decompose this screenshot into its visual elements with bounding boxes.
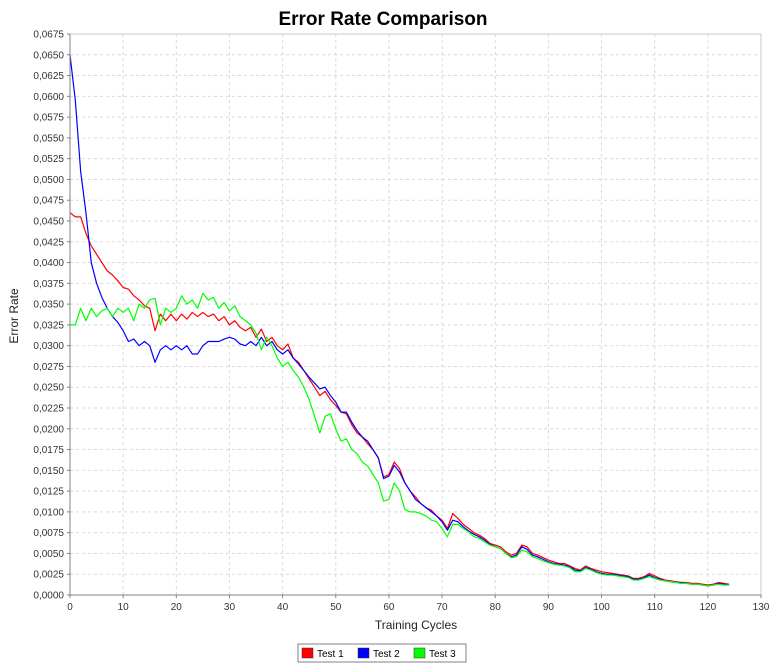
- axes: 0 10 20 30 40 50 60 70 80 90 100 110 120 130 0,0000 0,0…: [33, 30, 769, 614]
- y-tick-label: 0,0475: [33, 196, 64, 207]
- legend-swatch-test-2: [357, 647, 370, 659]
- x-tick-label: 120: [700, 602, 717, 613]
- x-tick-label: 20: [171, 602, 183, 613]
- y-tick-label: 0,0000: [33, 591, 64, 602]
- x-tick-label: 40: [277, 602, 289, 613]
- y-tick-label: 0,0450: [33, 217, 64, 228]
- grid-lines: [70, 33, 762, 595]
- y-tick-label: 0,0075: [33, 528, 64, 539]
- y-tick-label: 0,0300: [33, 341, 64, 352]
- plot-area: [69, 33, 762, 596]
- y-tick-label: 0,0600: [33, 92, 64, 103]
- y-tick-label: 0,0175: [33, 445, 64, 456]
- y-tick-label: 0,0650: [33, 50, 64, 61]
- legend: Test 1 Test 2 Test 3: [297, 643, 467, 663]
- x-tick-label: 10: [118, 602, 130, 613]
- series-line-test-1: [69, 212, 730, 586]
- legend-swatch-test-3: [413, 647, 426, 659]
- x-axis-label: Training Cycles: [375, 618, 457, 632]
- y-tick-label: 0,0275: [33, 362, 64, 373]
- x-tick-label: 70: [437, 602, 449, 613]
- x-tick-label: 0: [67, 602, 73, 613]
- y-tick-label: 0,0675: [33, 30, 64, 41]
- y-tick-label: 0,0225: [33, 404, 64, 415]
- x-tick-label: 50: [330, 602, 342, 613]
- series-lines: [69, 54, 730, 587]
- series-line-test-3: [70, 292, 730, 587]
- y-tick-label: 0,0150: [33, 466, 64, 477]
- series-line-test-2: [69, 54, 730, 587]
- y-tick-label: 0,0200: [33, 424, 64, 435]
- y-tick-label: 0,0350: [33, 300, 64, 311]
- x-tick-label: 30: [224, 602, 236, 613]
- y-tick-label: 0,0375: [33, 279, 64, 290]
- legend-label-test-3: Test 3: [429, 649, 456, 660]
- y-tick-label: 0,0400: [33, 258, 64, 269]
- y-tick-label: 0,0125: [33, 487, 64, 498]
- y-tick-label: 0,0500: [33, 175, 64, 186]
- y-tick-label: 0,0425: [33, 237, 64, 248]
- y-tick-label: 0,0250: [33, 383, 64, 394]
- x-tick-label: 110: [647, 602, 663, 613]
- legend-label-test-1: Test 1: [317, 649, 344, 660]
- y-axis-label: Error Rate: [7, 288, 21, 344]
- y-tick-label: 0,0325: [33, 320, 64, 331]
- x-tick-label: 80: [490, 602, 502, 613]
- y-tick-label: 0,0025: [33, 570, 64, 581]
- chart-title: Error Rate Comparison: [278, 9, 487, 30]
- y-tick-label: 0,0050: [33, 549, 64, 560]
- y-tick-label: 0,0550: [33, 133, 64, 144]
- y-tick-label: 0,0625: [33, 71, 64, 82]
- y-tick-label: 0,0100: [33, 507, 64, 518]
- y-tick-label: 0,0575: [33, 113, 64, 124]
- y-tick-label: 0,0525: [33, 154, 64, 165]
- x-tick-label: 130: [753, 602, 770, 613]
- x-tick-label: 90: [543, 602, 555, 613]
- x-tick-label: 60: [383, 602, 395, 613]
- legend-label-test-2: Test 2: [373, 649, 400, 660]
- x-tick-label: 100: [593, 602, 610, 613]
- legend-swatch-test-1: [301, 647, 314, 659]
